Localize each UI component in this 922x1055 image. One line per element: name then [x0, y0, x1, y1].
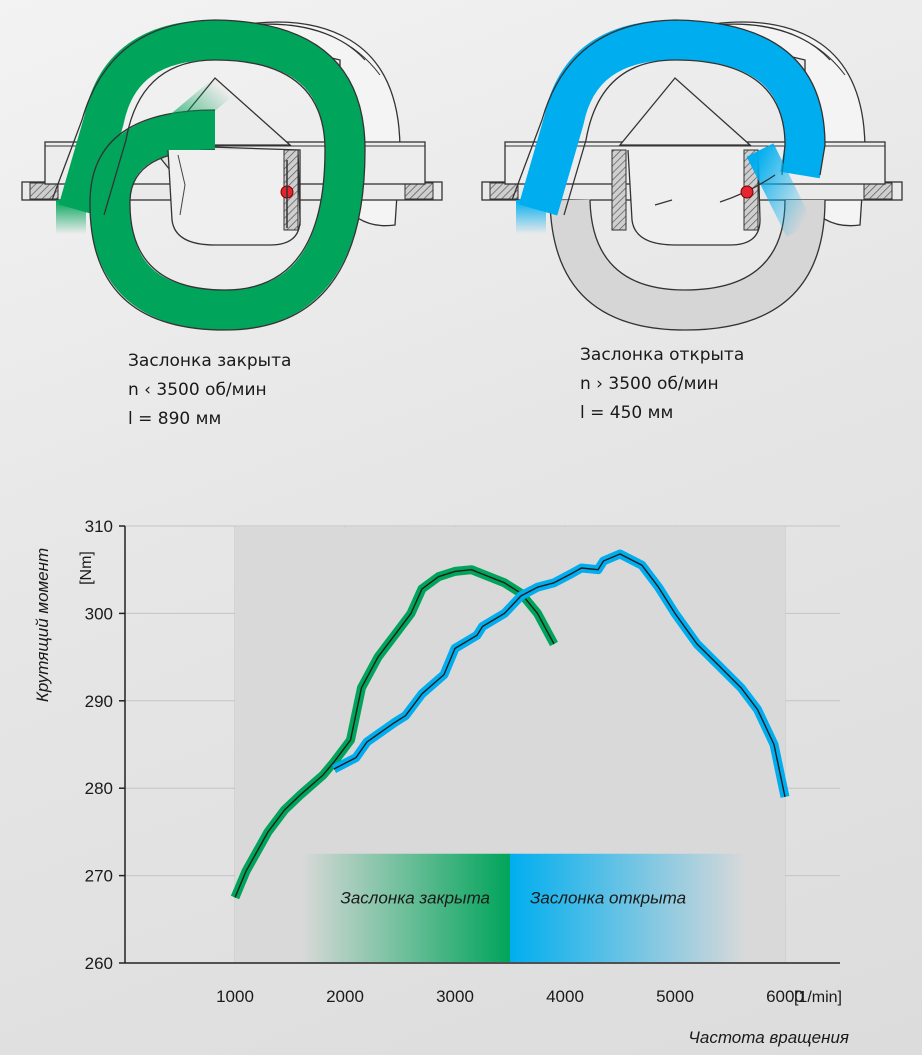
caption-line: l = 450 мм — [580, 403, 674, 423]
series-lines — [230, 549, 790, 900]
intake-illustrations — [21, 19, 903, 331]
x-tick-label: 2000 — [326, 987, 364, 1006]
y-tick-label: 260 — [85, 954, 113, 973]
intake-manifold-short-path-icon — [481, 19, 903, 331]
caption-line: n ‹ 3500 об/мин — [128, 380, 267, 400]
y-tick-label: 300 — [85, 604, 113, 623]
x-tick-label: 4000 — [546, 987, 584, 1006]
flap-closed-band — [301, 853, 510, 962]
x-tick-label: 1000 — [216, 987, 254, 1006]
x-tick-label: 3000 — [436, 987, 474, 1006]
axes — [119, 525, 840, 964]
x-axis-unit: [1/min] — [794, 989, 842, 1006]
tick-labels: 260 270 280 290 300 310 1000 2000 3000 4000 5000 60… — [85, 517, 804, 1006]
flap-open-band-label: Заслонка открыта — [530, 889, 686, 908]
y-axis-label: Крутящий момент — [33, 548, 52, 702]
caption-flap-open: Заслонка открыта n › 3500 об/мин l = 450… — [580, 341, 744, 428]
caption-line: l = 890 мм — [128, 409, 222, 429]
x-tick-label: 6000 — [766, 987, 804, 1006]
caption-line: Заслонка закрыта — [128, 351, 292, 371]
series-core-closed — [234, 569, 555, 898]
y-axis-unit: [Nm] — [78, 551, 95, 585]
intake-manifold-long-path-icon — [21, 19, 443, 331]
y-tick-label: 270 — [85, 867, 113, 886]
x-axis-label: Частота вращения — [688, 1028, 849, 1047]
y-tick-label: 290 — [85, 692, 113, 711]
series-core-open — [333, 553, 786, 798]
caption-line: n › 3500 об/мин — [580, 374, 719, 394]
y-tick-label: 310 — [85, 517, 113, 536]
caption-line: Заслонка открыта — [580, 345, 745, 365]
flap-closed-band-label: Заслонка закрыта — [340, 889, 490, 908]
caption-flap-closed: Заслонка закрыта n ‹ 3500 об/мин l = 890… — [128, 347, 291, 434]
x-tick-label: 5000 — [656, 987, 694, 1006]
y-tick-label: 280 — [85, 779, 113, 798]
flap-open-band — [510, 853, 747, 962]
